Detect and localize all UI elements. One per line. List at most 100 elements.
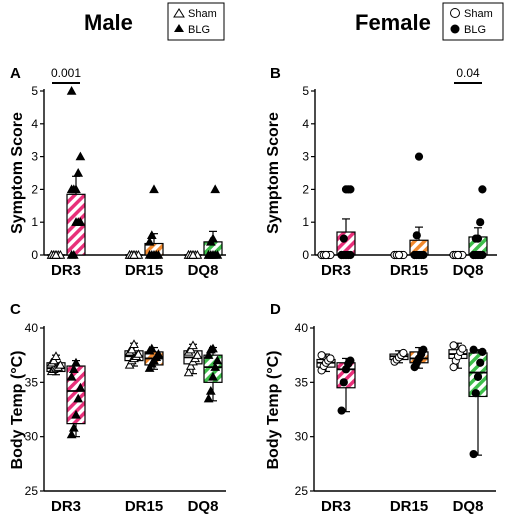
y-tick-label: 5 bbox=[302, 84, 309, 98]
panel-letter: C bbox=[10, 301, 21, 318]
data-point bbox=[73, 167, 84, 177]
data-point bbox=[339, 378, 348, 387]
data-point bbox=[208, 233, 218, 243]
data-point bbox=[129, 249, 139, 259]
y-tick-label: 0 bbox=[31, 248, 38, 262]
panel-b: B Symptom Score 0 1 2 3 4 5 DR3 DR15 DQ8 0.04 bbox=[265, 65, 497, 279]
data-point bbox=[192, 350, 203, 359]
x-category-label: DQ8 bbox=[453, 262, 484, 279]
y-tick-label: 30 bbox=[295, 430, 309, 444]
data-point bbox=[212, 355, 223, 365]
data-point bbox=[419, 345, 428, 354]
data-point bbox=[149, 184, 159, 194]
data-point bbox=[317, 351, 326, 360]
y-axis-label: Body Temp (°C) bbox=[265, 351, 282, 470]
data-point bbox=[212, 249, 223, 259]
data-point bbox=[208, 343, 218, 353]
y-tick-label: 1 bbox=[31, 215, 38, 229]
data-point bbox=[346, 185, 355, 194]
x-category-label: DR3 bbox=[321, 498, 351, 515]
circle-open-icon bbox=[450, 8, 460, 18]
y-tick-label: 25 bbox=[25, 484, 39, 498]
legend-label-sham: Sham bbox=[464, 8, 493, 20]
legend-label-blg: BLG bbox=[188, 24, 210, 36]
data-point bbox=[55, 359, 66, 369]
data-point bbox=[71, 184, 81, 194]
x-category-label: DQ8 bbox=[453, 498, 484, 515]
data-point bbox=[414, 152, 424, 161]
data-point bbox=[210, 362, 221, 371]
y-axis-label: Body Temp (°C) bbox=[9, 351, 26, 470]
panel-letter: A bbox=[10, 65, 21, 82]
data-point bbox=[399, 348, 408, 358]
data-point bbox=[146, 343, 157, 353]
data-point bbox=[68, 249, 79, 259]
x-category-label: DR15 bbox=[125, 262, 163, 279]
data-point bbox=[339, 234, 348, 243]
y-tick-label: 0 bbox=[302, 248, 309, 262]
data-point bbox=[478, 250, 487, 260]
data-point bbox=[471, 389, 480, 398]
data-point bbox=[458, 344, 467, 353]
y-tick-label: 35 bbox=[295, 375, 309, 389]
data-point bbox=[71, 357, 81, 367]
data-point bbox=[75, 217, 86, 226]
panel-letter: D bbox=[270, 301, 281, 318]
data-point bbox=[337, 406, 346, 415]
data-point bbox=[346, 356, 355, 365]
y-tick-label: 30 bbox=[25, 430, 39, 444]
data-point bbox=[210, 184, 221, 194]
data-point bbox=[410, 250, 419, 260]
data-point bbox=[75, 151, 86, 161]
data-point bbox=[73, 393, 84, 403]
data-point bbox=[68, 364, 79, 373]
data-point bbox=[469, 449, 478, 459]
legend-label-blg: BLG bbox=[464, 24, 486, 36]
data-point bbox=[473, 372, 483, 381]
data-point bbox=[394, 250, 404, 260]
data-point bbox=[478, 347, 487, 357]
y-tick-label: 40 bbox=[25, 321, 39, 335]
data-point bbox=[203, 350, 214, 359]
data-point bbox=[66, 85, 77, 95]
data-point bbox=[203, 249, 214, 259]
triangle-filled-icon bbox=[174, 24, 184, 32]
data-point bbox=[419, 250, 428, 260]
data-point bbox=[153, 249, 164, 259]
data-point bbox=[48, 355, 59, 365]
data-point bbox=[476, 218, 485, 227]
data-point bbox=[146, 230, 157, 240]
data-point bbox=[321, 250, 331, 260]
significance-label: 0.001 bbox=[51, 66, 81, 80]
significance-label: 0.04 bbox=[456, 66, 480, 80]
panel-a: A Symptom Score 0 1 2 3 4 5 DR3 DR15 DQ8 0.001 bbox=[9, 65, 226, 279]
data-point bbox=[412, 231, 421, 240]
data-point bbox=[68, 422, 79, 432]
data-point bbox=[346, 250, 355, 260]
x-category-label: DR3 bbox=[51, 498, 81, 515]
data-point bbox=[66, 429, 77, 439]
data-point bbox=[144, 363, 155, 372]
data-point bbox=[476, 358, 485, 367]
data-point bbox=[124, 359, 135, 369]
male-title: Male bbox=[84, 10, 133, 35]
data-point bbox=[185, 344, 196, 354]
y-tick-label: 40 bbox=[295, 321, 309, 335]
y-tick-label: 2 bbox=[31, 182, 38, 196]
data-point bbox=[126, 344, 137, 354]
legend-label-sham: Sham bbox=[188, 8, 217, 20]
y-tick-label: 2 bbox=[302, 182, 309, 196]
x-category-label: DQ8 bbox=[188, 498, 219, 515]
female-legend: Sham BLG bbox=[442, 2, 504, 41]
data-point bbox=[326, 354, 335, 363]
data-point bbox=[66, 371, 77, 381]
x-category-label: DQ8 bbox=[188, 262, 219, 279]
data-point bbox=[153, 349, 164, 358]
data-point bbox=[205, 385, 216, 395]
x-category-label: DR15 bbox=[390, 262, 428, 279]
x-category-label: DR15 bbox=[125, 498, 163, 515]
data-point bbox=[449, 341, 458, 350]
data-point bbox=[469, 250, 478, 260]
data-point bbox=[453, 250, 463, 260]
